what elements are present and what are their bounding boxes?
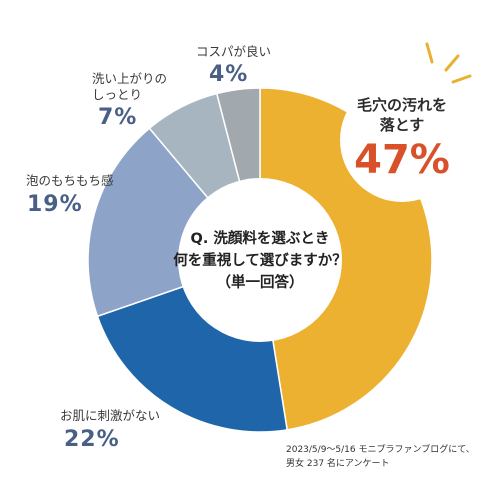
label-moist-line1: 洗い上がりの [92,71,168,86]
ray-line [444,54,460,72]
label-skin: お肌に刺激がない [60,408,161,423]
percent-skin: 22% [64,427,120,452]
footnote-line1: 2023/5/9〜5/16 モニプラファンブログにて、 [286,445,475,455]
center-question-line2: 何を重視して選びますか？ [173,253,347,269]
ray-line [451,74,472,84]
percent-cost: 4% [209,62,249,87]
footnote: 2023/5/9〜5/16 モニプラファンブログにて、 男女 237 名にアンケ… [286,443,475,471]
center-question: Q. 洗顔料を選ぶとき 何を重視して選びますか？ （単一回答） [160,228,360,294]
center-question-line3: （単一回答） [216,275,304,291]
highlight-callout-circle [340,78,464,202]
donut-hole [178,178,342,342]
label-foam: 泡のもちもち感 [26,173,114,188]
highlight-rays [425,42,472,84]
label-moist: 洗い上がりの しっとり [92,71,167,103]
label-moist-line2: しっとり [92,87,143,102]
percent-moist: 7% [98,105,138,130]
callout-label-line2: 落とす [379,116,425,134]
callout-label: 毛穴の汚れを 落とす [342,95,462,135]
callout-label-line1: 毛穴の汚れを [356,96,447,114]
callout-percent: 47% [354,137,450,183]
center-question-line1: Q. 洗顔料を選ぶとき [190,231,330,247]
label-cost: コスパが良い [196,44,272,59]
percent-foam: 19% [27,192,83,217]
footnote-line2: 男女 237 名にアンケート [286,459,390,469]
ray-line [425,42,434,64]
